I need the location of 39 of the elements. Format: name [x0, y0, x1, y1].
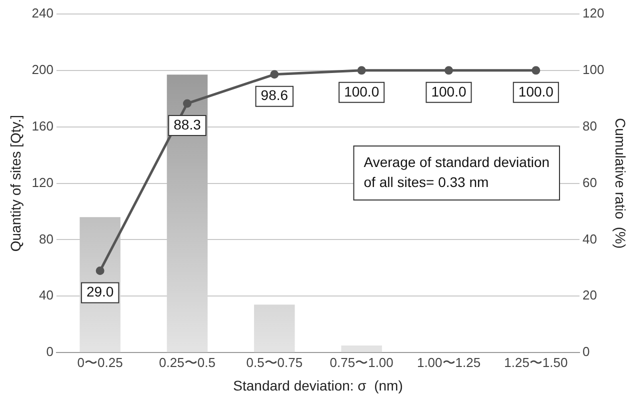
- y-tick-label: 40: [39, 288, 54, 303]
- y2-tick-label: 60: [582, 174, 597, 190]
- y2-tick-label: 40: [582, 231, 597, 246]
- point: [96, 266, 104, 276]
- point: [357, 66, 366, 75]
- x-tick-label: 0.75〜1.00: [330, 354, 394, 370]
- x-tick-label: 1.25〜1.50: [504, 354, 568, 370]
- y-tick-label: 120: [32, 174, 54, 190]
- y2-axis-title: Cumulative ratio (%): [612, 118, 629, 249]
- data-label: 88.3: [174, 116, 202, 132]
- y-tick-label: 0: [46, 344, 54, 360]
- annotation: Average of standard deviation of all sites= 0.33 nm: [364, 154, 550, 190]
- point: [532, 66, 540, 75]
- data-label: 29.0: [86, 284, 114, 300]
- y-tick-label: 80: [39, 231, 54, 246]
- point: [444, 66, 454, 75]
- data-label: 100.0: [431, 83, 466, 100]
- y-tick-label: 240: [32, 6, 54, 21]
- data-label: 98.6: [260, 87, 288, 104]
- x-tick-label: 0〜0.25: [77, 354, 123, 370]
- y2-tick-label: 0: [582, 344, 590, 360]
- data-label: 100.0: [344, 83, 380, 100]
- y-tick-label: 160: [32, 118, 54, 134]
- bar: [254, 304, 295, 352]
- x-axis-title: Standard deviation: σ (nm): [233, 377, 403, 394]
- x-tick-label: 1.00〜1.25: [416, 354, 481, 370]
- x-tick-label: 0.25〜0.5: [159, 354, 216, 370]
- bar: [166, 74, 208, 352]
- y2-tick-label: 100: [582, 62, 604, 78]
- y2-tick-label: 80: [582, 118, 597, 134]
- point: [270, 70, 279, 79]
- x-tick-label: 0.5〜0.75: [246, 354, 303, 370]
- point: [182, 99, 192, 108]
- y-tick-label: 200: [32, 62, 54, 78]
- y-axis-title: Quantity of sites [Qty.]: [7, 114, 24, 252]
- bar: [341, 346, 382, 352]
- y2-tick-label: 20: [582, 288, 597, 303]
- data-label: 100.0: [518, 83, 554, 100]
- y2-tick-label: 120: [582, 6, 604, 21]
